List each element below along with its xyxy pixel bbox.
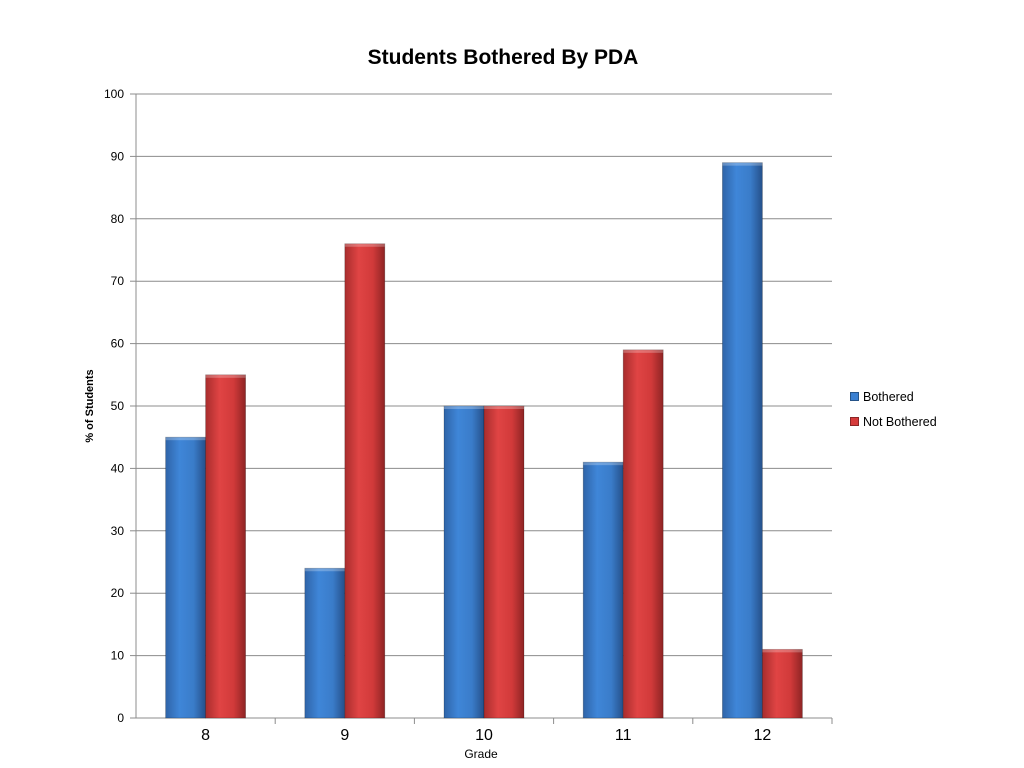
bar-top-highlight [762,649,803,653]
y-tick-label: 100 [104,87,124,101]
y-tick-label: 60 [111,337,125,351]
legend-item-bothered: Bothered [850,384,937,409]
x-tick-label: 11 [615,727,632,744]
bar-top-highlight [205,374,246,378]
y-axis-title: % of Students [84,369,96,442]
bar-bothered [304,567,346,719]
legend-item-not-bothered: Not Bothered [850,409,937,434]
y-tick-label: 30 [111,524,125,538]
bar-not-bothered [483,405,525,719]
legend-label-bothered: Bothered [863,389,914,404]
bar-bothered [443,405,485,719]
bar-not-bothered [205,374,247,719]
x-tick-label: 10 [475,727,493,744]
bars [165,162,803,719]
legend-label-not-bothered: Not Bothered [863,414,937,429]
bar-top-highlight [583,462,624,466]
x-tick-label: 9 [340,727,349,744]
y-tick-label: 80 [111,212,125,226]
bar-top-highlight [304,568,345,572]
chart-title: Students Bothered By PDA [367,46,639,69]
bar-bothered [722,162,763,719]
y-tick-label: 70 [111,274,125,288]
y-tick-label: 90 [111,149,125,163]
bar-top-highlight [165,437,206,441]
x-tick-label: 12 [754,727,772,744]
y-tick-label: 10 [111,649,125,663]
bar-top-highlight [344,243,385,247]
legend-swatch-bothered [850,392,859,401]
y-tick-label: 0 [117,711,124,725]
bar-not-bothered [344,243,386,719]
tick-labels: 0 10 20 30 40 50 60 70 80 90 100 8 9 10 11 12 [104,87,771,744]
legend-swatch-not-bothered [850,417,859,426]
y-tick-label: 50 [111,399,125,413]
bar-not-bothered [622,349,664,719]
bar-bothered [165,436,207,719]
bar-top-highlight [444,406,484,409]
x-tick-label: 8 [201,727,210,744]
y-tick-label: 20 [111,586,125,600]
bar-top-highlight [722,162,763,166]
bar-top-highlight [484,406,524,409]
legend: Bothered Not Bothered [850,384,937,434]
bar-not-bothered [762,648,803,719]
y-tick-label: 40 [111,461,125,475]
x-axis-title: Grade [464,747,498,761]
bar-top-highlight [623,349,664,353]
bar-bothered [582,461,624,719]
